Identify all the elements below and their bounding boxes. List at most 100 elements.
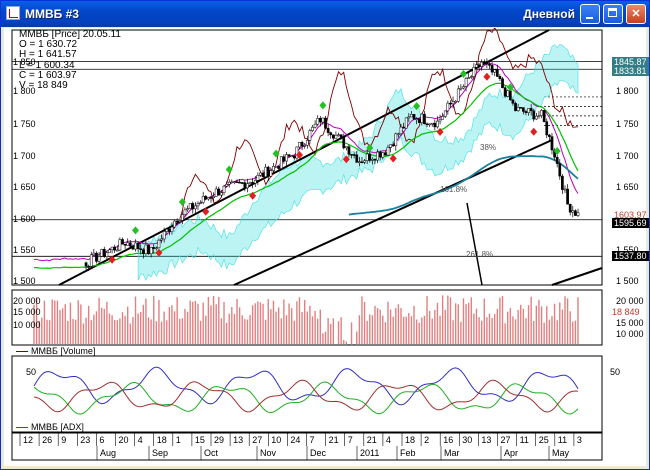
left-price-tick: 1 550 bbox=[13, 245, 36, 255]
candle-body bbox=[410, 114, 413, 118]
sell-diamond-icon bbox=[155, 248, 163, 257]
candle-body bbox=[537, 115, 541, 117]
candle-body bbox=[529, 108, 533, 112]
candle-body bbox=[233, 181, 236, 183]
candle-body bbox=[368, 153, 372, 161]
candle-body bbox=[282, 156, 286, 162]
candle-body bbox=[204, 196, 208, 200]
candle-body bbox=[139, 248, 143, 250]
candle-body bbox=[337, 134, 340, 136]
month-tick-label: Oct bbox=[204, 448, 219, 458]
candle-body bbox=[454, 100, 458, 103]
candle-body bbox=[147, 244, 150, 255]
candle-body bbox=[225, 184, 228, 187]
left-price-tick: 1 850 bbox=[13, 57, 36, 67]
readout-close: C = 1 603.97 bbox=[19, 69, 77, 81]
price-badge-high: 1845.87 bbox=[612, 57, 649, 67]
day-tick-label: 21 bbox=[329, 435, 339, 445]
channel-lower-line bbox=[233, 139, 553, 286]
day-tick-label: 25 bbox=[539, 435, 549, 445]
volume-legend-text: ММВБ [Volume] bbox=[31, 346, 96, 356]
candle-body bbox=[441, 116, 445, 120]
candle-body bbox=[207, 197, 210, 200]
day-tick-label: 7 bbox=[348, 435, 353, 445]
maximize-icon[interactable] bbox=[603, 4, 623, 24]
candle-body bbox=[373, 158, 377, 161]
volume-tick: 10 000 bbox=[13, 320, 41, 330]
legend-swatch-icon bbox=[16, 427, 28, 429]
candle-body bbox=[300, 142, 304, 147]
volume-tick-right: 15 000 bbox=[616, 318, 644, 328]
price-badge-current: 1595.69 bbox=[612, 218, 649, 228]
title-bar[interactable]: ММВБ #3 Дневной bbox=[1, 1, 649, 27]
volume-tick-right: 10 000 bbox=[616, 329, 644, 339]
candle-body bbox=[415, 118, 418, 120]
chart-canvas[interactable]: 12 26 9 23 6 20 4 18 1 15 29 13 27 10 24 7 21 7 21 4 18 2 16 30… bbox=[4, 28, 646, 466]
day-tick-label: 3 bbox=[577, 435, 582, 445]
candle-body bbox=[391, 144, 395, 147]
candle-body bbox=[456, 88, 460, 102]
candle-body bbox=[555, 156, 559, 164]
right-price-tick: 1 650 bbox=[616, 182, 639, 192]
candle-body bbox=[503, 87, 507, 97]
candle-body bbox=[95, 252, 98, 262]
day-tick-label: 23 bbox=[80, 435, 90, 445]
readout-low: L = 1 600.34 bbox=[19, 59, 75, 71]
candle-body bbox=[485, 62, 489, 65]
candle-body bbox=[220, 192, 223, 196]
day-tick-label: 13 bbox=[481, 435, 491, 445]
candle-body bbox=[87, 265, 91, 268]
candle-body bbox=[490, 65, 494, 73]
candle-body bbox=[425, 123, 429, 126]
price-badge-level: 1537.80 bbox=[612, 251, 649, 261]
adx-green-line bbox=[33, 381, 579, 415]
candle-body bbox=[384, 152, 387, 156]
day-tick-label: 2 bbox=[424, 435, 429, 445]
adx-tick-right: 50 bbox=[610, 367, 621, 377]
candle-body bbox=[199, 202, 202, 204]
candle-body bbox=[248, 182, 252, 184]
candle-body bbox=[407, 116, 411, 119]
month-tick-label: Sep bbox=[152, 448, 168, 458]
candle-body bbox=[433, 122, 437, 128]
candle-body bbox=[371, 158, 374, 161]
candle-body bbox=[329, 132, 333, 136]
minimize-icon[interactable] bbox=[580, 4, 600, 24]
candle-body bbox=[194, 205, 197, 210]
sell-diamond-icon bbox=[342, 155, 350, 164]
adx-red-line bbox=[33, 379, 579, 413]
candle-body bbox=[423, 113, 426, 125]
candle-body bbox=[386, 147, 390, 156]
candle-body bbox=[397, 133, 400, 136]
candle-body bbox=[214, 188, 218, 197]
candle-body bbox=[136, 242, 140, 249]
day-tick-label: 24 bbox=[290, 435, 300, 445]
candle-body bbox=[495, 69, 499, 77]
candle-body bbox=[506, 90, 510, 97]
candle-body bbox=[576, 212, 580, 216]
candle-body bbox=[524, 111, 528, 113]
candle-body bbox=[527, 108, 530, 113]
candle-body bbox=[253, 180, 257, 184]
candle-body bbox=[469, 76, 473, 78]
close-icon[interactable] bbox=[626, 4, 646, 24]
sell-diamond-icon bbox=[202, 207, 210, 216]
chart-area[interactable]: 12 26 9 23 6 20 4 18 1 15 29 13 27 10 24 7 21 7 21 4 18 2 16 30… bbox=[4, 28, 649, 466]
candle-body bbox=[149, 247, 153, 255]
candle-body bbox=[131, 245, 135, 250]
day-tick-label: 4 bbox=[386, 435, 391, 445]
candle-body bbox=[420, 113, 424, 123]
green-average-line bbox=[33, 82, 579, 270]
volume-tick-right: 20 000 bbox=[616, 296, 644, 306]
left-price-tick: 1 600 bbox=[13, 214, 36, 224]
candle-body bbox=[105, 252, 109, 257]
fib-label-38: 38% bbox=[480, 143, 497, 152]
readout-volume: V = 18 849 bbox=[19, 80, 68, 92]
candle-body bbox=[259, 172, 262, 176]
fib-ray-line bbox=[466, 202, 483, 286]
candle-body bbox=[178, 220, 182, 222]
candle-body bbox=[311, 126, 314, 131]
candle-body bbox=[365, 153, 369, 161]
candle-body bbox=[277, 166, 281, 169]
adx-tick-left: 50 bbox=[26, 367, 37, 377]
